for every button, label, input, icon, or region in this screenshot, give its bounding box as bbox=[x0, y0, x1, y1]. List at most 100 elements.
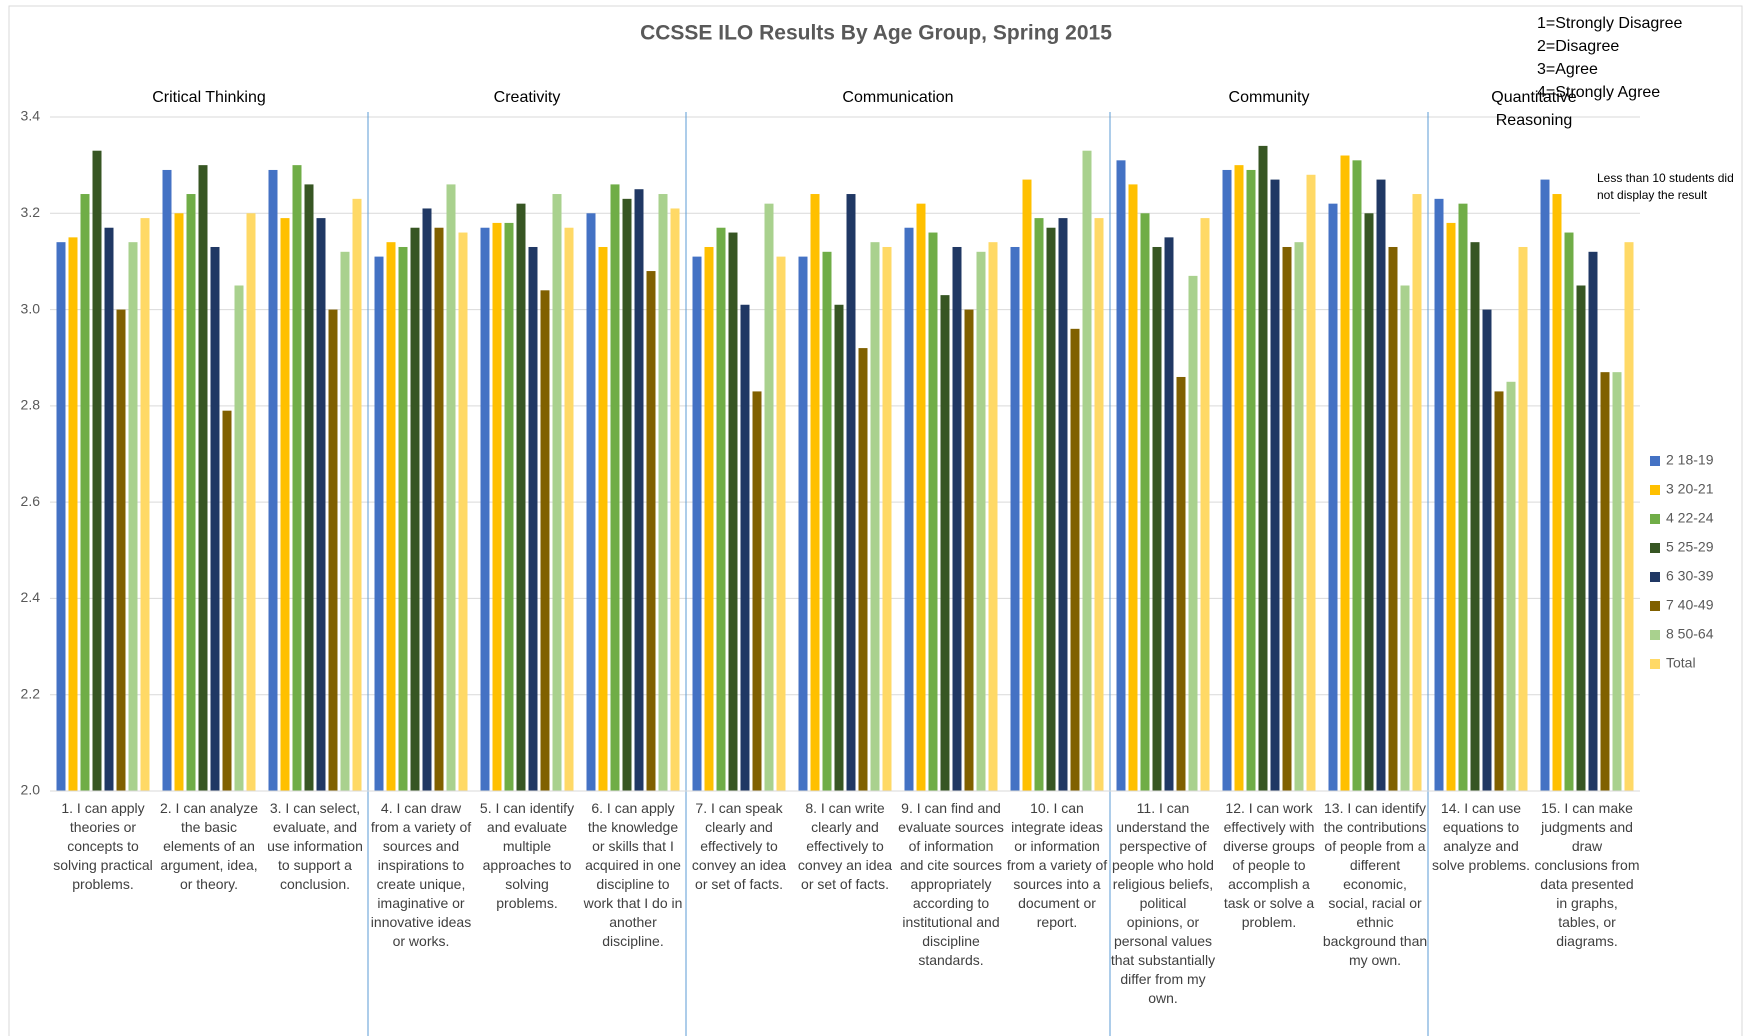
bar bbox=[552, 194, 562, 791]
bar bbox=[764, 203, 774, 791]
bar bbox=[1188, 275, 1198, 791]
bar bbox=[964, 309, 974, 791]
bar bbox=[1034, 218, 1044, 792]
bar bbox=[1294, 242, 1304, 791]
bar bbox=[1058, 218, 1068, 792]
bar bbox=[658, 194, 668, 791]
bar bbox=[846, 194, 856, 791]
x-tick-label: 11. I can understand the perspective of … bbox=[1110, 800, 1216, 1006]
bar bbox=[704, 246, 714, 791]
section-label: Creativity bbox=[493, 89, 561, 106]
bar bbox=[1116, 160, 1126, 792]
bar bbox=[1612, 372, 1622, 791]
bar bbox=[56, 242, 66, 791]
legend-swatch bbox=[1650, 659, 1660, 669]
bar bbox=[1446, 222, 1456, 791]
bar bbox=[198, 165, 208, 792]
bar bbox=[422, 208, 432, 791]
bar bbox=[1282, 246, 1292, 791]
bar bbox=[386, 242, 396, 791]
section-label: Community bbox=[1228, 89, 1310, 106]
bar bbox=[692, 256, 702, 792]
x-tick-label: 7. I can speak clearly and effectively t… bbox=[691, 800, 787, 892]
bar bbox=[1152, 246, 1162, 791]
bar bbox=[458, 232, 468, 792]
bar bbox=[1176, 376, 1186, 791]
bar bbox=[1140, 213, 1150, 792]
bar bbox=[246, 213, 256, 792]
legend-swatch bbox=[1650, 601, 1660, 611]
bar bbox=[776, 256, 786, 792]
bar bbox=[1022, 179, 1032, 792]
legend-label: 3 20-21 bbox=[1666, 481, 1714, 497]
bar bbox=[598, 246, 608, 791]
bar bbox=[1094, 218, 1104, 792]
x-tick-label: 13. I can identify the contributions of … bbox=[1322, 800, 1428, 968]
bar bbox=[398, 246, 408, 791]
x-tick-label: 4. I can draw from a variety of sources … bbox=[370, 800, 472, 949]
bar bbox=[1364, 213, 1374, 792]
legend-label: 6 30-39 bbox=[1666, 568, 1714, 584]
y-tick-label: 2.0 bbox=[21, 782, 41, 798]
bar bbox=[858, 348, 868, 791]
legend-swatch bbox=[1650, 630, 1660, 640]
bar bbox=[798, 256, 808, 792]
bar bbox=[564, 227, 574, 791]
bar bbox=[740, 304, 750, 791]
bar bbox=[1470, 242, 1480, 791]
bar bbox=[446, 184, 456, 791]
bar bbox=[504, 222, 514, 791]
bar bbox=[1600, 372, 1610, 791]
bar bbox=[1352, 160, 1362, 792]
x-tick-label: 10. I can integrate ideas or information… bbox=[1006, 800, 1108, 930]
bar bbox=[104, 227, 114, 791]
bar bbox=[810, 194, 820, 791]
bar bbox=[162, 169, 172, 791]
legend-swatch bbox=[1650, 543, 1660, 553]
bar bbox=[670, 208, 680, 791]
x-tick-label: 2. I can analyze the basic elements of a… bbox=[159, 800, 259, 892]
y-tick-label: 2.2 bbox=[21, 685, 41, 701]
bar bbox=[610, 184, 620, 791]
x-tick-label: 8. I can write clearly and effectively t… bbox=[797, 800, 893, 892]
x-tick-label: 1. I can apply theories or concepts to s… bbox=[53, 800, 153, 892]
bar bbox=[128, 242, 138, 791]
legend-label: 8 50-64 bbox=[1666, 626, 1714, 642]
bar bbox=[882, 246, 892, 791]
bar bbox=[268, 169, 278, 791]
bar bbox=[304, 184, 314, 791]
bar bbox=[904, 227, 914, 791]
bar bbox=[316, 218, 326, 792]
bar bbox=[622, 198, 632, 792]
bar bbox=[80, 194, 90, 791]
bar bbox=[1234, 165, 1244, 792]
y-tick-label: 2.8 bbox=[21, 397, 41, 413]
x-tick-label: 12. I can work effectively with diverse … bbox=[1223, 800, 1315, 930]
bar bbox=[1482, 309, 1492, 791]
bar bbox=[1082, 150, 1092, 791]
bar bbox=[186, 194, 196, 791]
bar bbox=[1376, 179, 1386, 792]
bar bbox=[1518, 246, 1528, 791]
bar bbox=[1046, 227, 1056, 791]
bar bbox=[328, 309, 338, 791]
legend-swatch bbox=[1650, 485, 1660, 495]
bar bbox=[716, 227, 726, 791]
bar bbox=[92, 150, 102, 791]
legend-label: 4 22-24 bbox=[1666, 510, 1714, 526]
bar bbox=[1588, 251, 1598, 792]
bar bbox=[1400, 285, 1410, 791]
bar bbox=[1552, 194, 1562, 791]
bar bbox=[1340, 155, 1350, 791]
x-tick-label: 15. I can make judgments and draw conclu… bbox=[1534, 800, 1640, 949]
bar bbox=[1388, 246, 1398, 791]
bar bbox=[68, 237, 78, 791]
annotation: 4=Strongly Agree bbox=[1537, 84, 1661, 101]
bar bbox=[834, 304, 844, 791]
bar bbox=[1506, 381, 1516, 791]
bar bbox=[1328, 203, 1338, 791]
bar bbox=[1010, 246, 1020, 791]
legend-swatch bbox=[1650, 456, 1660, 466]
chart-frame bbox=[8, 5, 1743, 1036]
